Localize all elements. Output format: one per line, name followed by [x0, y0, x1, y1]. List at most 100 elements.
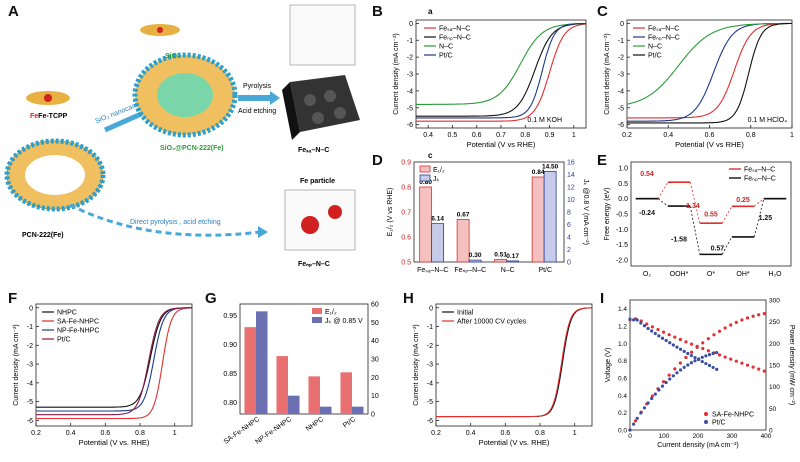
series-line-0 — [627, 22, 792, 119]
sio2-pcn-label: SiO₂@PCN-222(Fe) — [160, 145, 224, 152]
voltage-point-0 — [723, 355, 727, 359]
series-line-0 — [416, 23, 587, 122]
legend-label-1: Jₖ — [433, 176, 440, 183]
annotation-1: -1.34 — [684, 203, 700, 210]
connector-1-1 — [689, 205, 701, 255]
x-tick-label: 1 — [572, 132, 576, 139]
power-point-1 — [664, 380, 668, 385]
voltage-point-1 — [650, 329, 654, 333]
voltage-point-0 — [740, 361, 744, 365]
category-label-3: Pt/C — [342, 416, 357, 430]
y-tick-label: 0.0 — [618, 428, 627, 435]
data-label-jk-1: 0.30 — [469, 252, 482, 259]
y-tick-label: 0.8 — [401, 185, 411, 192]
bar-e12-3 — [340, 372, 352, 414]
chart-f-lsv: 0.2 0.4 0.6 0.8 1 0 -1 -2 -3 -4 -5 -6 Potential (V v… — [13, 303, 193, 447]
y-tick-label: 0.5 — [618, 181, 628, 188]
series-line-3 — [627, 22, 792, 124]
power-point-0 — [751, 314, 755, 318]
bar-jk-2 — [506, 260, 520, 263]
annotation-6: 0.57 — [711, 246, 725, 253]
y2-tick-label: 4 — [567, 235, 571, 242]
y-tick-label: 0.0 — [618, 196, 628, 203]
series-line-3 — [36, 307, 192, 416]
y-tick-label: -1.5 — [616, 242, 628, 249]
y-axis-label: E₁/₂ (V vs RHE) — [387, 188, 394, 237]
x-tick-label: 0.2 — [431, 430, 441, 437]
x-tick-label: 0.6 — [705, 132, 715, 139]
power-point-1 — [693, 359, 697, 363]
series-line-1 — [36, 307, 192, 420]
y2-tick-label: 100 — [769, 384, 780, 391]
y-tick-label: 0.80 — [223, 400, 237, 407]
x-tick-label: 0.5 — [448, 132, 458, 139]
power-point-1 — [635, 416, 639, 420]
fe-tcpp-molecule — [26, 91, 70, 105]
x-tick-label: 200 — [693, 433, 704, 440]
y-tick-label: -0.5 — [616, 212, 628, 219]
y-tick-label: 0.5 — [401, 260, 411, 267]
voltage-point-1 — [700, 359, 704, 364]
annotation-4: -0.24 — [639, 210, 655, 217]
voltage-point-0 — [729, 357, 733, 361]
y-tick-label: 1.2 — [618, 324, 627, 331]
y2-tick-label: 10 — [371, 393, 379, 400]
y2-tick-label: 0 — [769, 428, 773, 435]
fe-particle-1 — [301, 216, 319, 234]
legend-swatch-1 — [419, 174, 431, 182]
x-tick-label: 0.4 — [663, 132, 673, 139]
y-tick-label: -5 — [407, 105, 413, 112]
legend-swatch-0 — [704, 412, 708, 416]
voltage-point-1 — [653, 331, 657, 336]
voltage-point-0 — [745, 363, 750, 367]
acid-etching-label: Acid etching — [238, 108, 276, 115]
voltage-point-1 — [704, 361, 708, 366]
connector-0-0 — [657, 181, 669, 199]
series-line-1 — [436, 307, 593, 418]
legend-label-1: SA-Fe-NHPC — [57, 319, 99, 326]
voltage-point-0 — [678, 337, 682, 342]
y-axis-label: Free energy (eV) — [604, 188, 611, 241]
y-tick-label: -6 — [427, 418, 433, 425]
annotation-7: 1.25 — [759, 215, 773, 222]
data-label-e12-0: 0.80 — [419, 179, 432, 186]
y-tick-label: -1 — [27, 324, 33, 331]
annotation-2: 0.55 — [704, 211, 718, 218]
plot-frame — [630, 161, 792, 267]
y-tick-label: -5 — [618, 105, 624, 112]
data-label-e12-2: 0.51 — [494, 252, 507, 259]
voltage-point-1 — [657, 334, 661, 338]
y2-tick-label: 60 — [371, 302, 379, 309]
pcn-222-framework — [4, 138, 106, 212]
pyrolysis-arrowhead — [270, 91, 280, 105]
voltage-point-0 — [734, 359, 738, 363]
x-tick-label: 1 — [790, 132, 794, 139]
y2-tick-label: 10 — [567, 197, 575, 204]
voltage-point-1 — [632, 318, 636, 322]
panel-sublabel: c — [428, 151, 433, 160]
bar-jk-3 — [352, 406, 364, 414]
y-tick-label: -3 — [427, 362, 433, 369]
voltage-point-1 — [668, 341, 672, 345]
y-tick-label: -2 — [618, 55, 624, 62]
y-tick-label: -2 — [27, 343, 33, 350]
fesa-label: Feₛₐ–N–C — [298, 147, 329, 154]
voltage-point-0 — [717, 353, 722, 357]
y-axis-label: Current density (mA cm⁻²) — [393, 33, 400, 115]
y-tick-label: -4 — [427, 380, 433, 387]
legend-label-0: Feₛₐ–N–C — [744, 167, 775, 174]
y-tick-label: 0.7 — [401, 210, 411, 217]
power-point-1 — [646, 401, 650, 405]
data-label-jk-2: 0.17 — [506, 253, 519, 260]
voltage-point-1 — [686, 351, 690, 356]
pcn-222-label: PCN-222(Fe) — [22, 232, 64, 239]
y-tick-label: -3 — [27, 362, 33, 369]
power-point-0 — [723, 326, 727, 330]
bar-e12-2 — [494, 259, 508, 263]
y2-tick-label: 0 — [371, 412, 375, 419]
sio2-pcn-composite — [132, 24, 238, 138]
power-point-1 — [704, 354, 708, 358]
power-point-1 — [715, 351, 719, 355]
legend-label-1: Jₖ @ 0.85 V — [325, 318, 363, 325]
y2-tick-label: 20 — [371, 375, 379, 382]
